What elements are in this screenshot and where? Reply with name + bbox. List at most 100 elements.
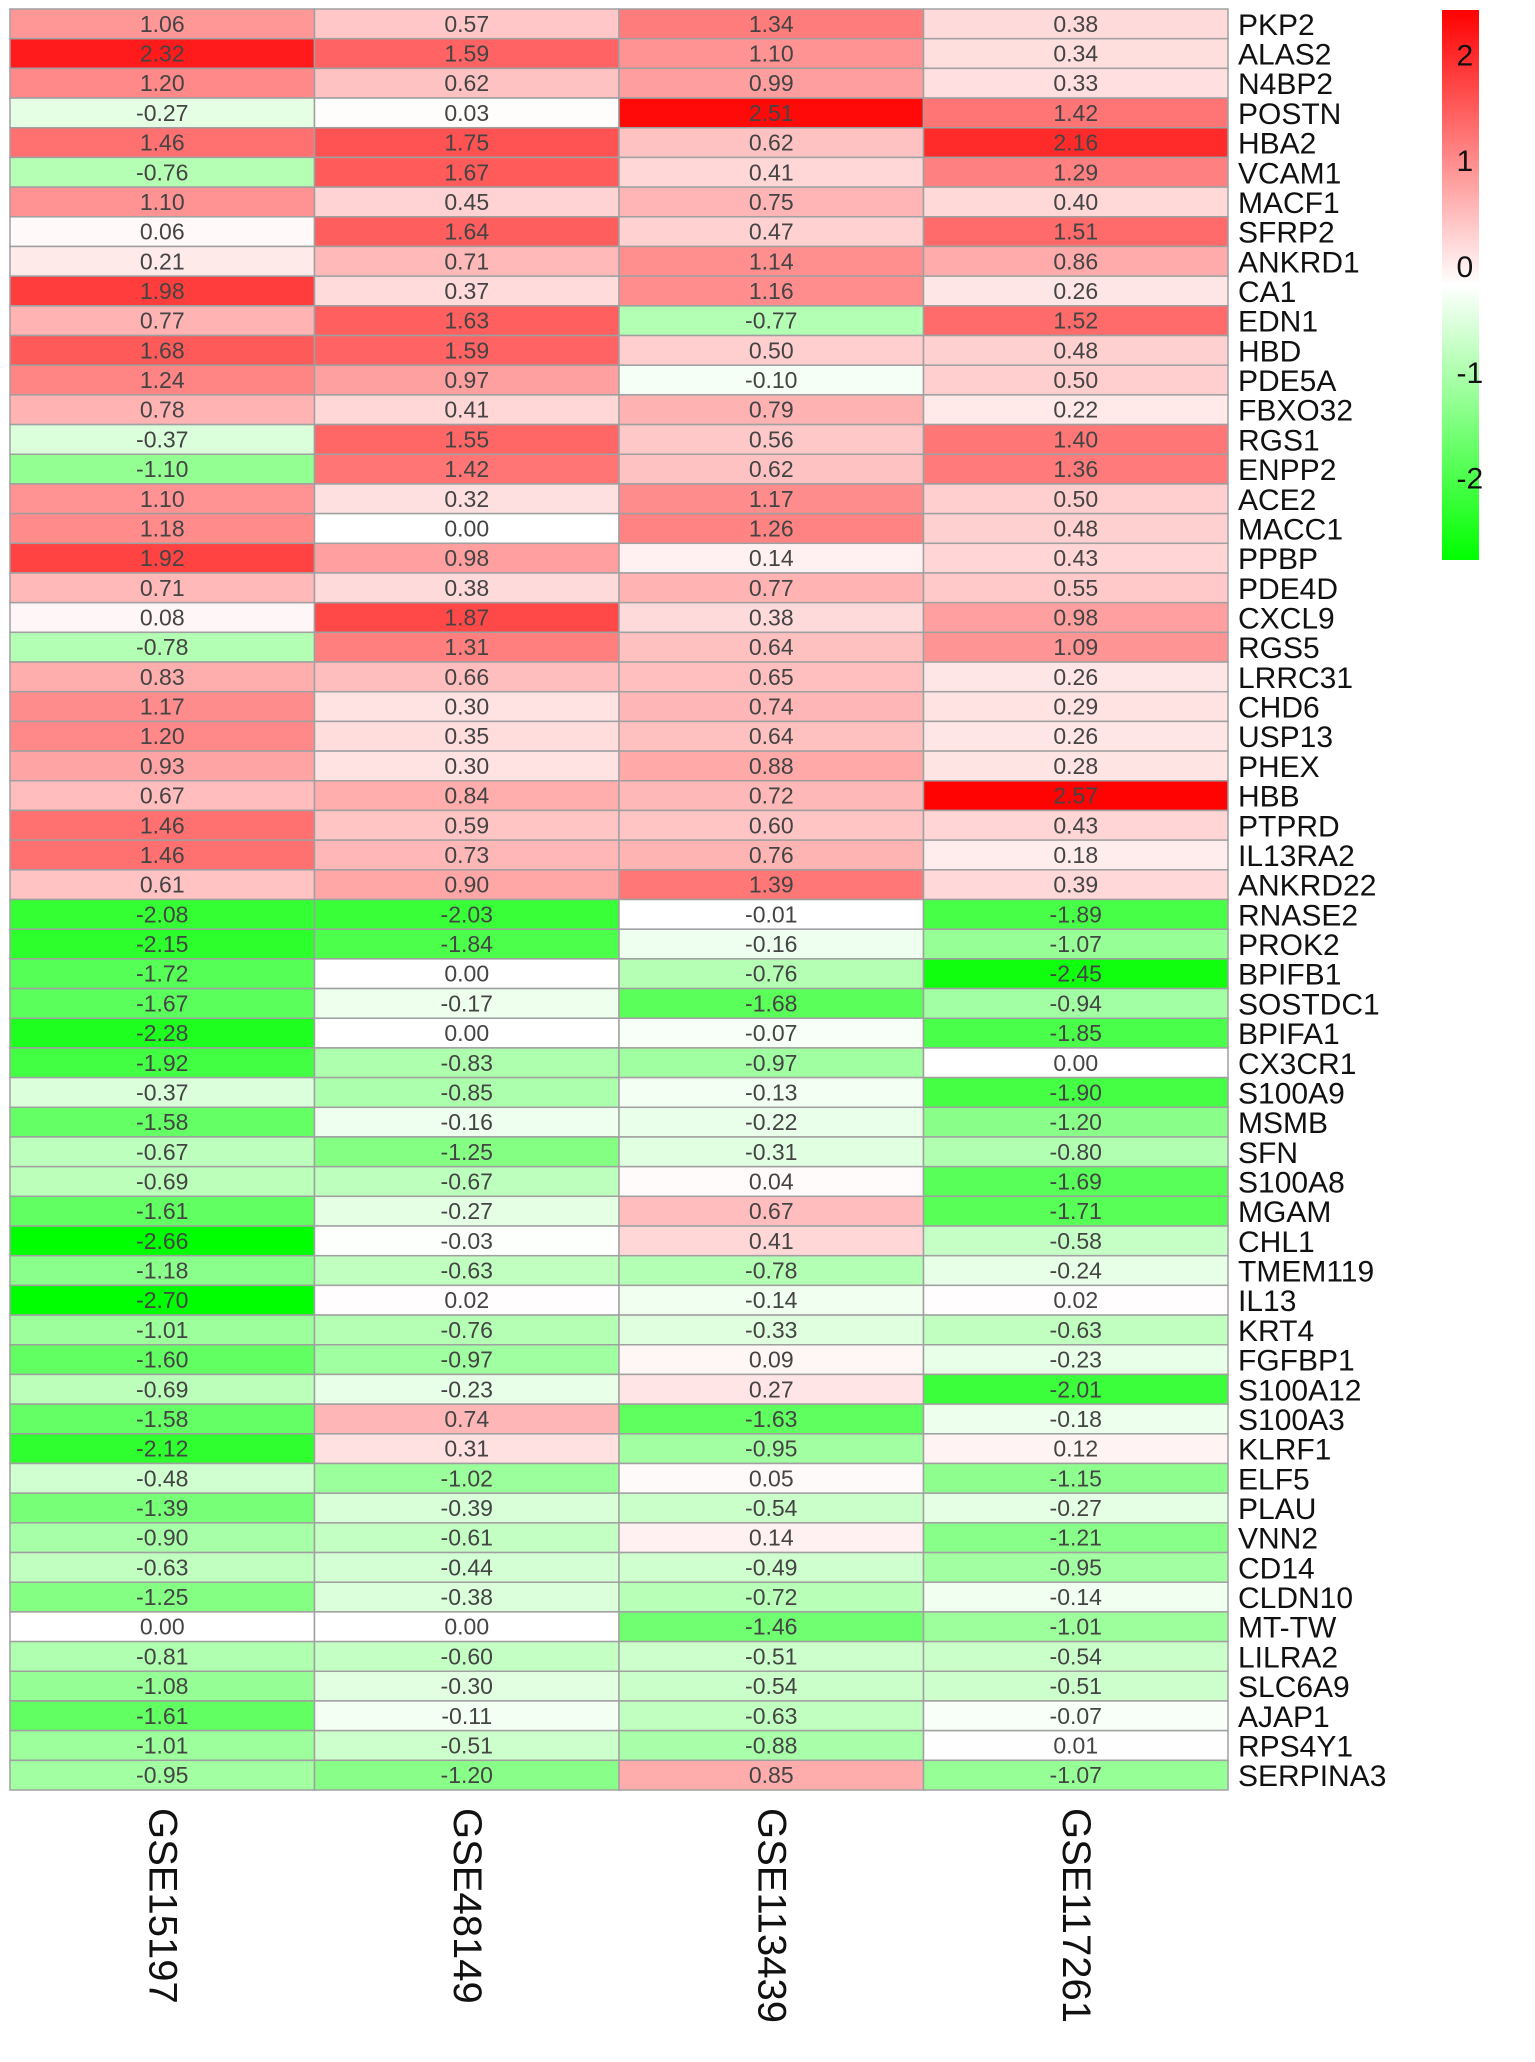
cell-value-label: 0.29 bbox=[1053, 694, 1098, 720]
cell-value-label: -1.71 bbox=[1050, 1198, 1102, 1224]
cell-value-label: 1.14 bbox=[749, 248, 794, 274]
cell-value-label: -2.03 bbox=[441, 901, 493, 927]
cell-value-label: 0.71 bbox=[444, 248, 489, 274]
cell-value-label: 0.41 bbox=[444, 397, 489, 423]
heatmap-cell bbox=[313, 898, 620, 930]
heatmap-cell bbox=[922, 1165, 1229, 1198]
cell-value-label: 0.01 bbox=[1053, 1732, 1098, 1758]
cell-value-label: 0.59 bbox=[444, 812, 489, 838]
gene-label: S100A9 bbox=[1238, 1077, 1345, 1110]
cell-value-label: -1.69 bbox=[1050, 1168, 1102, 1194]
cell-value-label: -0.51 bbox=[1050, 1673, 1102, 1699]
gene-label: MACF1 bbox=[1238, 187, 1340, 220]
cell-value-label: -0.16 bbox=[441, 1109, 493, 1135]
gene-label: SOSTDC1 bbox=[1238, 988, 1380, 1021]
cell-value-label: 0.32 bbox=[444, 486, 489, 512]
gene-label: LRRC31 bbox=[1238, 662, 1353, 695]
cell-value-label: -2.66 bbox=[136, 1228, 188, 1254]
cell-value-label: 1.09 bbox=[1053, 634, 1098, 660]
heatmap-cell bbox=[922, 572, 1229, 604]
cell-value-label: 0.60 bbox=[749, 812, 794, 838]
cell-value-label: 0.31 bbox=[444, 1436, 489, 1462]
cell-value-label: -1.90 bbox=[1050, 1079, 1102, 1105]
legend-tick-label: 2 bbox=[1457, 39, 1474, 72]
cell-value-label: -0.63 bbox=[745, 1703, 797, 1729]
cell-value-label: 0.41 bbox=[749, 1228, 794, 1254]
heatmap-cell bbox=[618, 780, 925, 812]
cell-value-label: 1.55 bbox=[444, 426, 489, 452]
cell-value-label: 0.41 bbox=[749, 159, 794, 185]
cell-value-label: 0.61 bbox=[140, 872, 185, 898]
cell-value-label: 1.46 bbox=[140, 812, 185, 838]
legend-color-bar bbox=[1442, 10, 1479, 560]
cell-value-label: 0.39 bbox=[1053, 872, 1098, 898]
heatmap-cell bbox=[313, 572, 620, 604]
heatmap-cell bbox=[9, 156, 316, 188]
heatmap-cell bbox=[313, 1195, 620, 1227]
heatmap-cell bbox=[618, 542, 925, 574]
heatmap-cell bbox=[618, 156, 925, 188]
cell-value-label: 0.26 bbox=[1053, 278, 1098, 304]
heatmap-cell bbox=[313, 1522, 620, 1554]
cell-value-label: -1.39 bbox=[136, 1495, 188, 1521]
heatmap-cell bbox=[922, 394, 1229, 426]
heatmap-cell bbox=[9, 1700, 316, 1732]
cell-value-label: -0.14 bbox=[1050, 1584, 1103, 1610]
heatmap-cell-labels: 1.06 0.57 1.34 0.38 2.32 1.59 1.10 0.34 1.20 0.62… bbox=[136, 11, 1102, 1788]
cell-value-label: 0.85 bbox=[749, 1762, 794, 1788]
cell-value-label: 1.67 bbox=[444, 159, 489, 185]
heatmap-cell bbox=[9, 334, 316, 366]
cell-value-label: -0.95 bbox=[1050, 1554, 1102, 1580]
heatmap-cell bbox=[618, 1403, 925, 1435]
heatmap-cell bbox=[9, 216, 316, 248]
cell-value-label: 1.46 bbox=[140, 842, 185, 868]
gene-label: CD14 bbox=[1238, 1552, 1315, 1585]
gene-label: CA1 bbox=[1238, 276, 1296, 309]
cell-value-label: 0.48 bbox=[1053, 337, 1098, 363]
cell-value-label: -0.38 bbox=[441, 1584, 493, 1610]
heatmap-cell bbox=[313, 928, 620, 960]
heatmap-cell bbox=[313, 809, 620, 841]
gene-label: ANKRD1 bbox=[1238, 246, 1360, 279]
cell-value-label: 0.50 bbox=[1053, 367, 1098, 393]
cell-value-label: 0.04 bbox=[749, 1168, 794, 1194]
cell-value-label: 1.18 bbox=[140, 515, 185, 541]
heatmap-cell bbox=[618, 394, 925, 426]
heatmap-cell bbox=[922, 186, 1229, 218]
heatmap-cell bbox=[922, 631, 1229, 663]
gene-label: SERPINA3 bbox=[1238, 1760, 1386, 1793]
cell-value-label: 0.84 bbox=[444, 783, 489, 809]
heatmap-cell bbox=[922, 958, 1229, 990]
gene-label: PPBP bbox=[1238, 543, 1318, 576]
gene-label: RGS5 bbox=[1238, 632, 1320, 665]
heatmap-cell bbox=[313, 1551, 620, 1583]
heatmap-cell bbox=[922, 1522, 1229, 1554]
heatmap-cell bbox=[922, 750, 1229, 782]
cell-value-label: 0.21 bbox=[140, 248, 185, 274]
gene-label: CHL1 bbox=[1238, 1226, 1315, 1259]
cell-value-label: 1.42 bbox=[1053, 100, 1098, 126]
cell-value-label: -1.15 bbox=[1050, 1465, 1102, 1491]
cell-value-label: 0.90 bbox=[444, 872, 489, 898]
cell-value-label: 1.39 bbox=[749, 872, 794, 898]
heatmap-cell bbox=[313, 305, 620, 337]
heatmap-cell bbox=[618, 1373, 925, 1405]
heatmap-cell bbox=[922, 1640, 1229, 1673]
cell-value-label: -1.89 bbox=[1050, 901, 1102, 927]
cell-value-label: 0.12 bbox=[1053, 1436, 1098, 1462]
cell-value-label: -0.27 bbox=[136, 100, 188, 126]
heatmap-cell bbox=[922, 690, 1229, 723]
cell-value-label: 0.67 bbox=[140, 783, 185, 809]
heatmap-cell bbox=[618, 839, 925, 871]
cell-value-label: -0.97 bbox=[745, 1050, 797, 1076]
heatmap-cell bbox=[922, 928, 1229, 960]
heatmap-cell bbox=[922, 1611, 1229, 1643]
heatmap-cell bbox=[9, 453, 316, 485]
cell-value-label: -1.58 bbox=[136, 1406, 188, 1432]
heatmap-cell bbox=[618, 661, 925, 693]
cell-value-label: -1.20 bbox=[1050, 1109, 1102, 1135]
heatmap-cell bbox=[922, 1373, 1229, 1405]
gene-label: PDE5A bbox=[1238, 365, 1336, 398]
cell-value-label: -0.76 bbox=[441, 1317, 493, 1343]
cell-value-label: -0.63 bbox=[1050, 1317, 1102, 1343]
